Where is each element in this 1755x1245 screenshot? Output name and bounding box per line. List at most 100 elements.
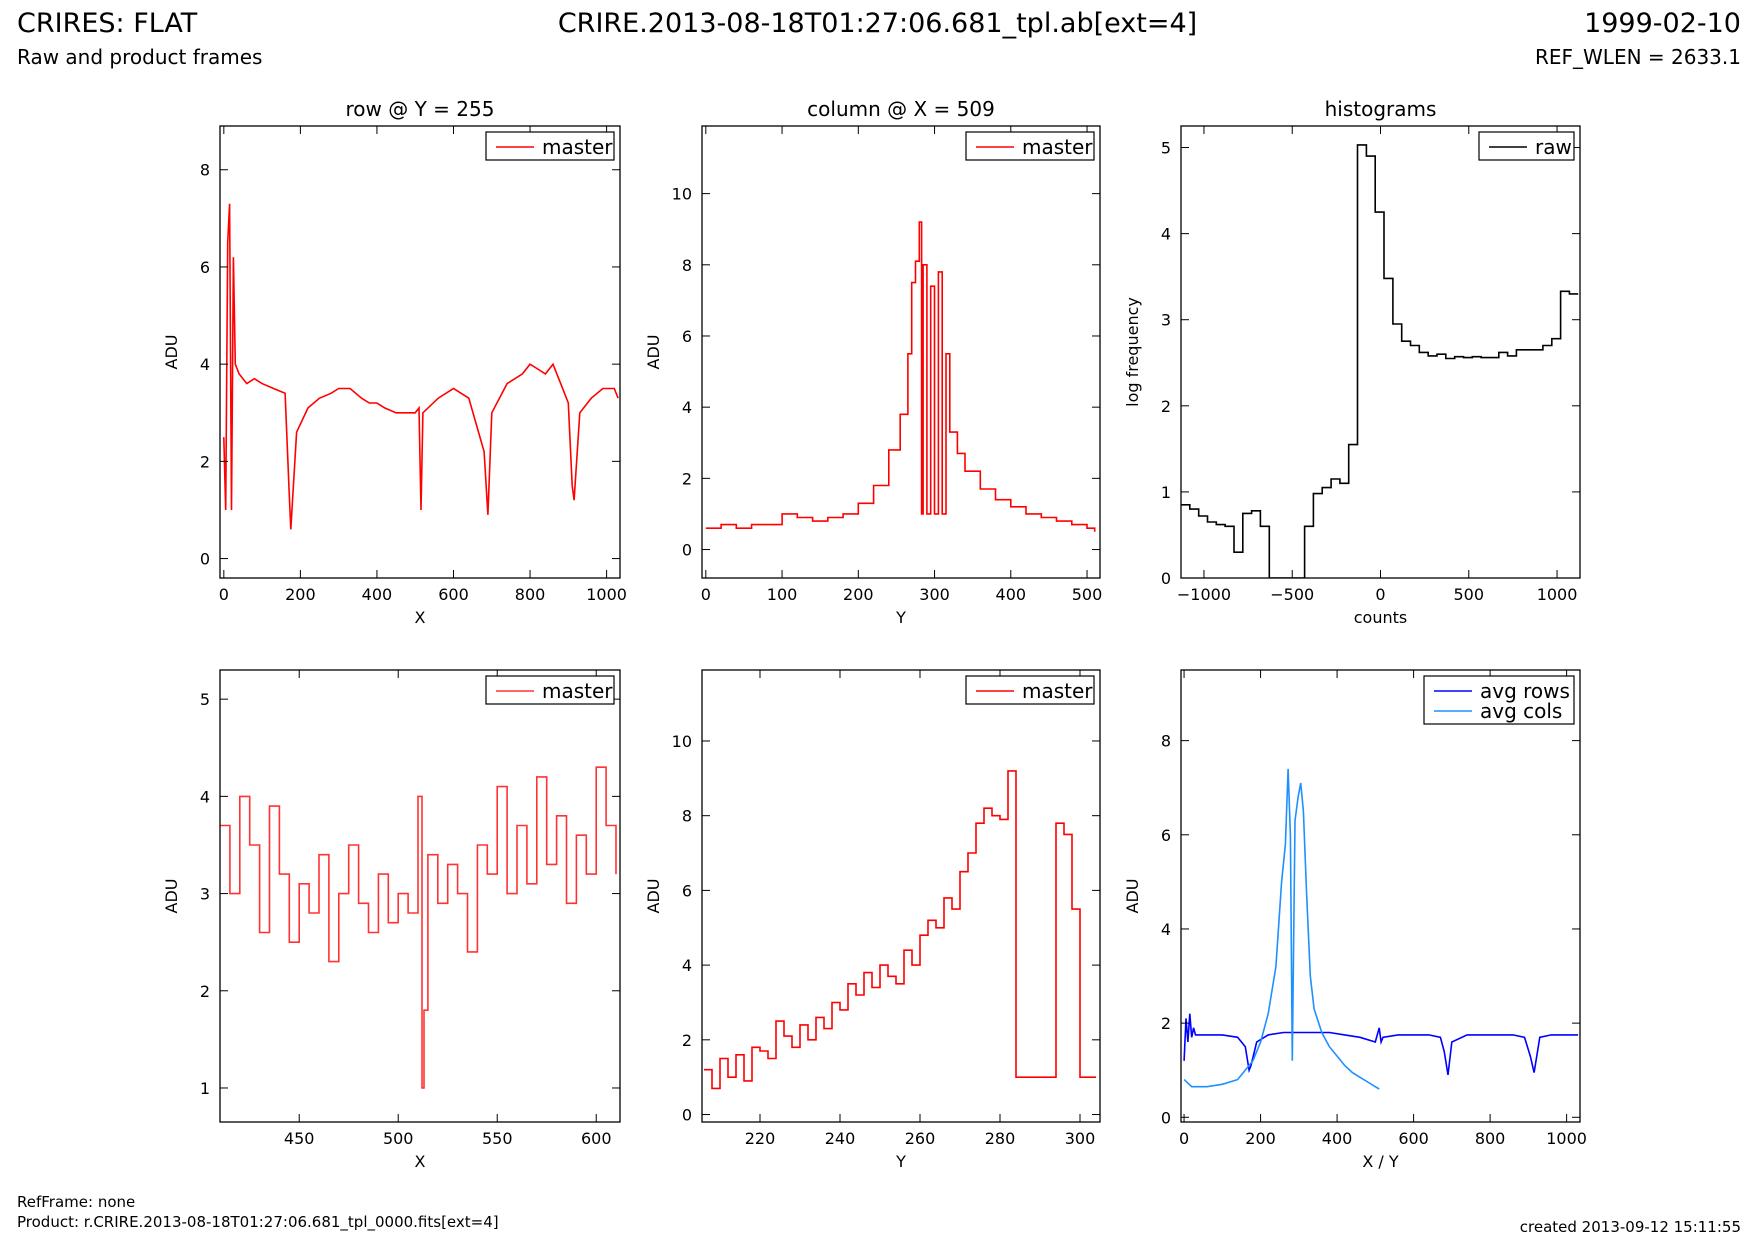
y-tick-label: 2 <box>1161 397 1171 416</box>
y-tick-label: 0 <box>682 1106 692 1125</box>
y-axis-label: ADU <box>644 879 663 914</box>
x-tick-label: 200 <box>285 585 316 604</box>
y-tick-label: 4 <box>1161 225 1171 244</box>
series-line-master <box>223 203 619 530</box>
legend: raw <box>1478 131 1575 161</box>
y-tick-label: 6 <box>1161 826 1171 845</box>
x-tick-label: 220 <box>745 1129 776 1148</box>
x-axis-label: Y <box>895 1152 906 1171</box>
y-axis-label: ADU <box>162 879 181 914</box>
y-tick-label: 2 <box>682 1031 692 1050</box>
x-tick-label: 100 <box>767 585 798 604</box>
y-tick-label: 4 <box>200 355 210 374</box>
x-tick-label: 550 <box>482 1129 513 1148</box>
x-axis-label: counts <box>1354 608 1407 627</box>
chart-panel-4: 450 500 550 600 1 2 3 4 5 X ADU <box>162 669 621 1171</box>
legend-label: avg cols <box>1480 699 1562 723</box>
x-tick-label: 1000 <box>1546 1129 1587 1148</box>
chart-title: histograms <box>1325 97 1437 121</box>
x-tick-label: 400 <box>996 585 1027 604</box>
refframe-note: RefFrame: none <box>17 1193 136 1211</box>
legend-box <box>965 131 1095 161</box>
x-tick-label: 280 <box>985 1129 1016 1148</box>
x-tick-label: 400 <box>1322 1129 1353 1148</box>
series-line-avg-rows <box>1183 1013 1579 1076</box>
legend-box <box>485 131 615 161</box>
chart-panel-2: 0 100 200 300 400 500 0 2 4 6 8 10 column @ X = 509 Y… <box>644 97 1102 627</box>
y-tick-label: 8 <box>682 256 692 275</box>
y-tick-label: 0 <box>682 541 692 560</box>
x-tick-label: −1000 <box>1177 585 1231 604</box>
legend-label: master <box>542 135 613 159</box>
chart-panel-5: 220 240 260 280 300 0 2 4 6 8 10 Y ADU <box>644 669 1101 1171</box>
y-tick-label: 0 <box>1161 1108 1171 1127</box>
x-tick-label: 800 <box>515 585 546 604</box>
x-tick-label: 260 <box>905 1129 936 1148</box>
y-tick-label: 0 <box>200 550 210 569</box>
y-tick-label: 4 <box>200 787 210 806</box>
y-tick-label: 2 <box>682 469 692 488</box>
y-tick-label: 1 <box>1161 483 1171 502</box>
y-tick-label: 5 <box>200 690 210 709</box>
legend: master <box>485 131 615 161</box>
y-tick-label: 2 <box>200 452 210 471</box>
chart-panel-1: 0 200 400 600 800 1000 0 2 4 6 8 row @ Y = 255 X ADU <box>162 97 627 627</box>
y-tick-label: 3 <box>1161 311 1171 330</box>
x-tick-label: 0 <box>701 585 711 604</box>
legend-label: master <box>1022 135 1093 159</box>
y-tick-label: 8 <box>1161 732 1171 751</box>
x-tick-label: 0 <box>1179 1129 1189 1148</box>
legend-label: raw <box>1535 135 1572 159</box>
legend: master <box>485 675 615 705</box>
y-axis-label: ADU <box>644 335 663 370</box>
y-tick-label: 6 <box>682 327 692 346</box>
axes-frame <box>219 669 621 1123</box>
y-tick-label: 1 <box>200 1079 210 1098</box>
file-extension-title: CRIRE.2013-08-18T01:27:06.681_tpl.ab[ext… <box>557 8 1198 39</box>
x-axis-label: X <box>415 1152 426 1171</box>
legend-label: master <box>1022 679 1093 703</box>
page-title: CRIRES: FLAT <box>17 8 198 39</box>
legend-label: master <box>542 679 613 703</box>
x-tick-label: 1000 <box>586 585 627 604</box>
y-tick-label: 2 <box>1161 1014 1171 1033</box>
x-tick-label: 240 <box>825 1129 856 1148</box>
x-tick-label: 0 <box>219 585 229 604</box>
x-tick-label: −500 <box>1270 585 1314 604</box>
legend-label: avg rows <box>1480 679 1570 703</box>
y-axis-label: log frequency <box>1123 297 1142 407</box>
y-axis-label: ADU <box>1123 879 1142 914</box>
x-tick-label: 300 <box>1065 1129 1096 1148</box>
x-tick-label: 500 <box>1072 585 1103 604</box>
x-tick-label: 0 <box>1375 585 1385 604</box>
y-tick-label: 4 <box>682 398 692 417</box>
y-tick-label: 5 <box>1161 139 1171 158</box>
legend-box <box>1478 131 1575 161</box>
legend-box <box>485 675 615 705</box>
x-axis-label: X / Y <box>1362 1152 1399 1171</box>
series-line-master <box>705 221 1096 532</box>
chart-panel-3: −1000 −500 0 500 1000 0 1 2 3 4 5 histograms counts l… <box>1123 97 1581 627</box>
x-tick-label: 800 <box>1475 1129 1506 1148</box>
x-tick-label: 200 <box>1245 1129 1276 1148</box>
x-tick-label: 200 <box>843 585 874 604</box>
product-note: Product: r.CRIRE.2013-08-18T01:27:06.681… <box>17 1213 499 1231</box>
x-tick-label: 400 <box>362 585 393 604</box>
y-tick-label: 0 <box>1161 569 1171 588</box>
y-tick-label: 6 <box>682 881 692 900</box>
x-tick-label: 600 <box>1398 1129 1429 1148</box>
y-tick-label: 4 <box>1161 920 1171 939</box>
legend: master <box>965 675 1095 705</box>
axes-frame <box>701 669 1101 1123</box>
created-timestamp: created 2013-09-12 15:11:55 <box>1519 1218 1741 1236</box>
y-tick-label: 3 <box>200 885 210 904</box>
legend-box <box>965 675 1095 705</box>
series-line-raw <box>1181 144 1579 578</box>
legend-box <box>1423 675 1575 725</box>
x-tick-label: 500 <box>383 1129 414 1148</box>
x-tick-label: 300 <box>919 585 950 604</box>
y-tick-label: 10 <box>672 732 692 751</box>
y-axis-label: ADU <box>162 335 181 370</box>
x-tick-label: 600 <box>581 1129 612 1148</box>
